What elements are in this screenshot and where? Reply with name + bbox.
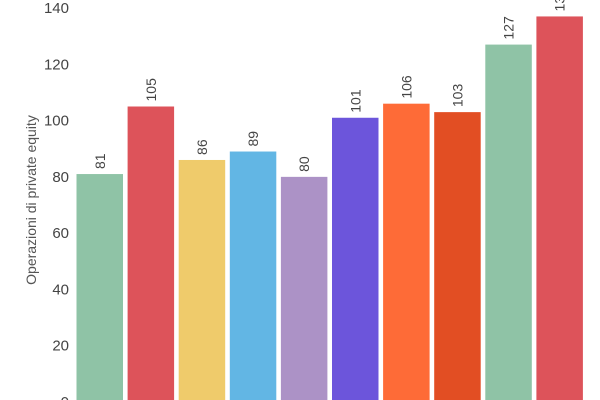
bar <box>127 106 175 400</box>
y-tick-label: 20 <box>52 338 69 355</box>
bar <box>229 151 277 400</box>
data-label: 89 <box>245 131 261 147</box>
data-label: 81 <box>92 153 108 169</box>
bar <box>536 16 583 400</box>
y-tick-label: 120 <box>44 56 69 73</box>
y-axis-label: Operazioni di private equity <box>23 115 39 285</box>
bar <box>178 159 226 400</box>
y-tick-label: 0 <box>61 394 69 400</box>
data-label: 86 <box>194 139 210 155</box>
data-label: 80 <box>296 156 312 172</box>
data-label: 103 <box>449 84 465 108</box>
data-label: 106 <box>398 75 414 99</box>
y-tick-label: 140 <box>44 0 69 17</box>
y-tick-label: 80 <box>52 169 69 186</box>
bar <box>434 112 481 400</box>
y-tick-label: 40 <box>52 281 69 298</box>
y-tick-label: 60 <box>52 225 69 242</box>
y-tick-label: 100 <box>44 113 69 130</box>
bar <box>280 176 328 400</box>
bar <box>485 44 532 400</box>
bar <box>383 103 430 400</box>
data-label: 105 <box>143 78 159 102</box>
data-label: 137 <box>552 0 568 11</box>
bar <box>76 174 123 400</box>
data-label: 127 <box>501 16 517 40</box>
bar <box>332 117 379 400</box>
data-label: 101 <box>347 89 363 113</box>
